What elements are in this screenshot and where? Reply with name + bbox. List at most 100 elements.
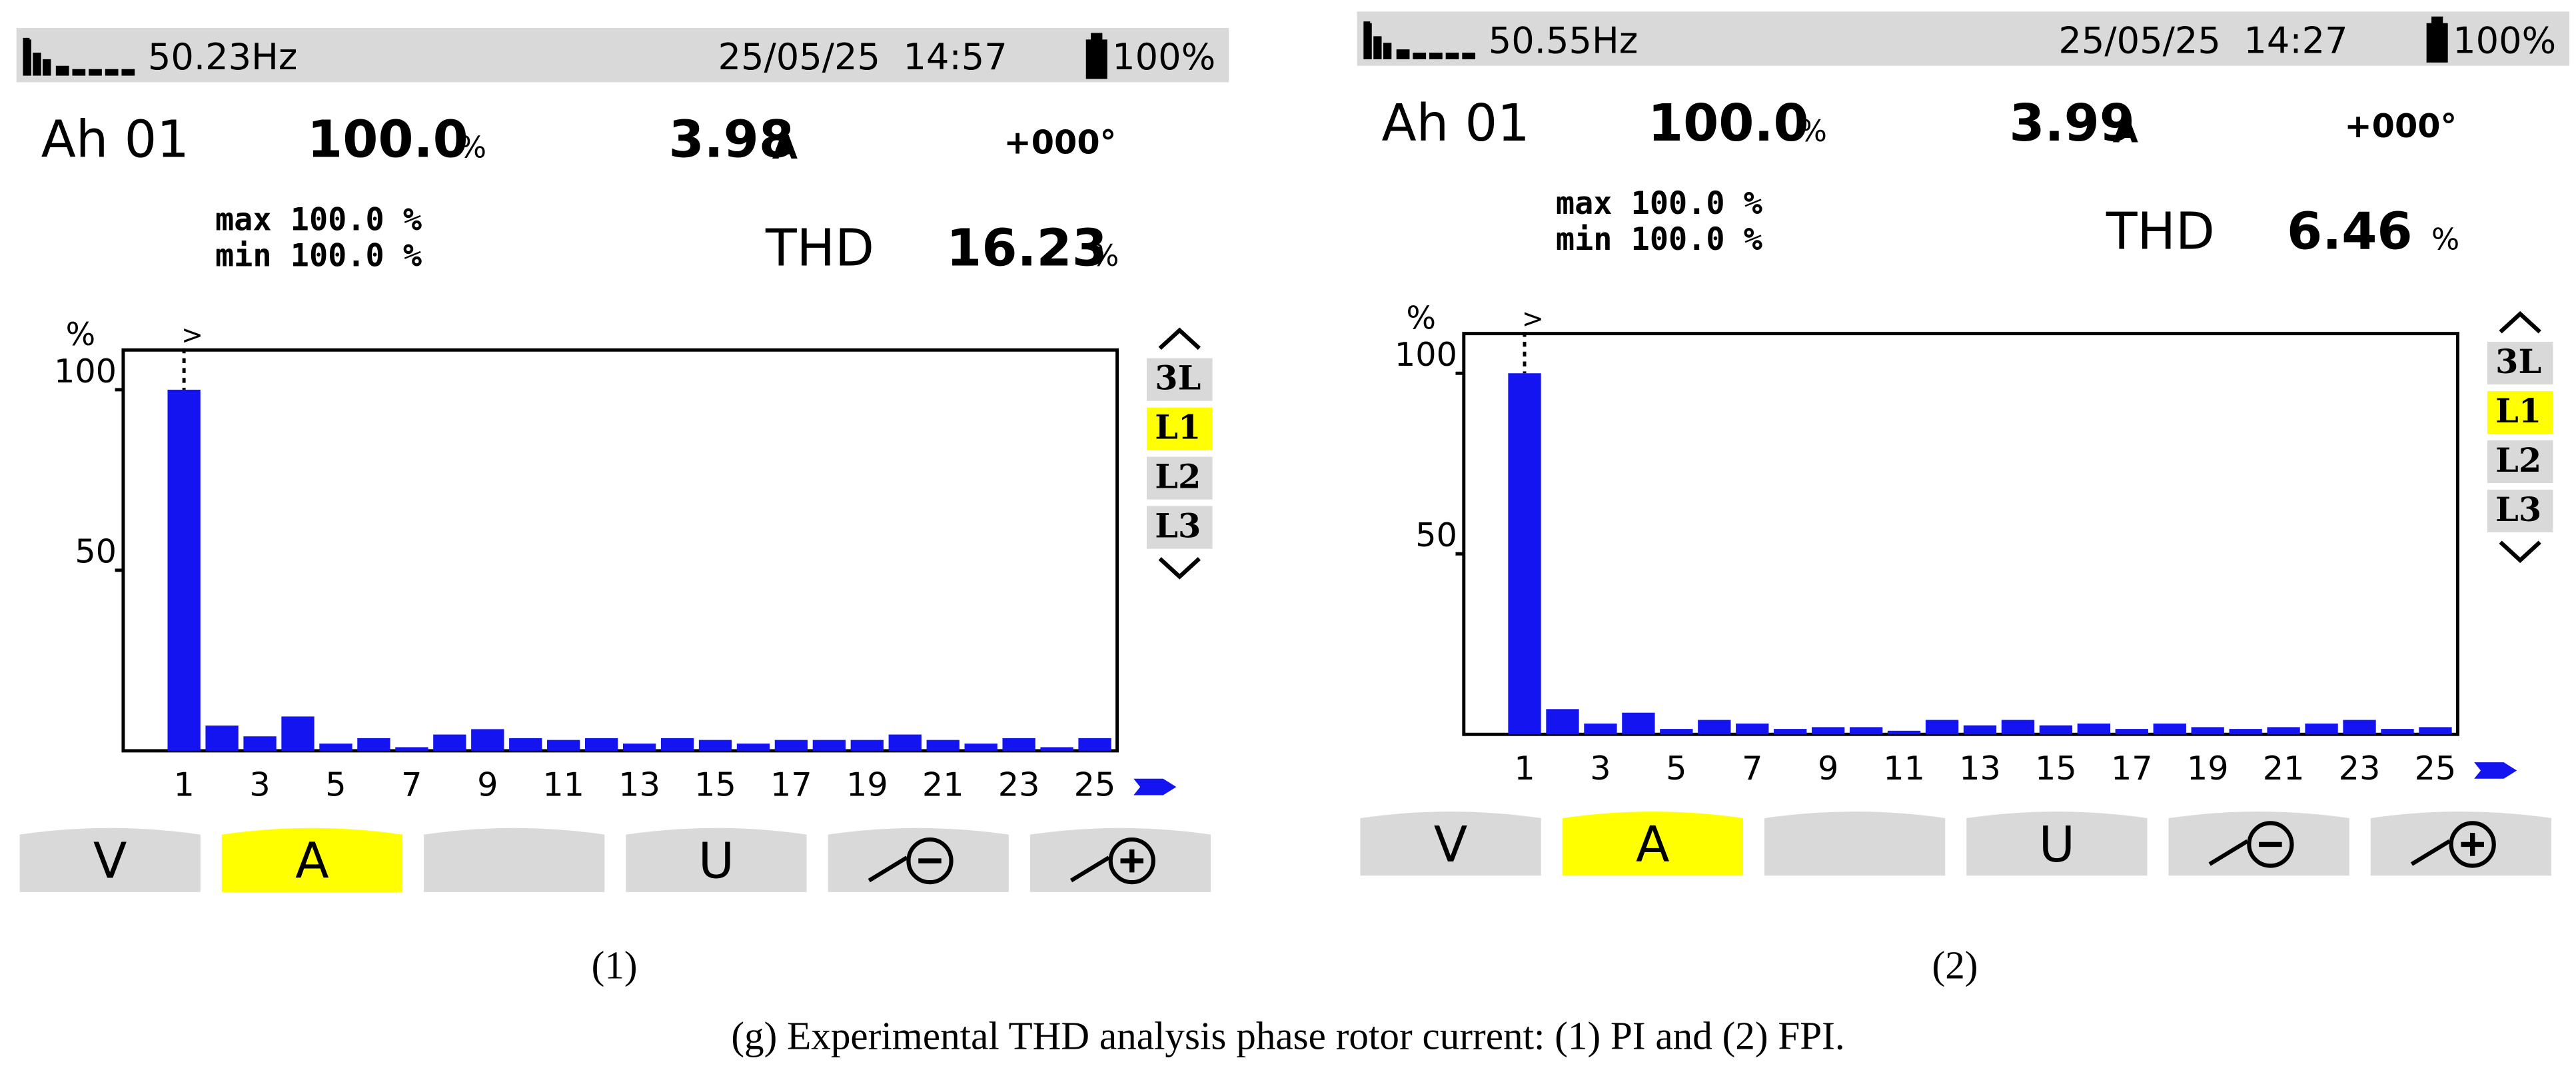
signal-icon bbox=[1445, 53, 1459, 59]
x-tick-label: 11 bbox=[542, 766, 584, 804]
bar bbox=[1622, 712, 1655, 735]
x-tick-label: 23 bbox=[998, 766, 1040, 804]
frequency: 50.55Hz bbox=[1489, 19, 1638, 61]
signal-icon bbox=[23, 37, 30, 76]
datetime: 25/05/25 14:57 bbox=[718, 36, 1007, 78]
battery-icon bbox=[2426, 23, 2448, 63]
phase-button[interactable] bbox=[2487, 390, 2553, 434]
battery-icon bbox=[1085, 39, 1107, 79]
signal-icon bbox=[121, 69, 135, 76]
mode-button[interactable] bbox=[1562, 812, 1743, 876]
phase-button-label: L3 bbox=[2495, 490, 2541, 529]
bar bbox=[1925, 720, 1959, 735]
bar bbox=[1002, 738, 1035, 751]
frequency: 50.23Hz bbox=[148, 36, 298, 78]
phase-button-label: 3L bbox=[1155, 359, 1201, 398]
y-tick-label: 100 bbox=[1395, 335, 1457, 374]
mode-button-label: A bbox=[1636, 816, 1670, 873]
bar bbox=[1040, 747, 1073, 751]
mode-button[interactable] bbox=[1966, 812, 2148, 876]
bar bbox=[1736, 723, 1769, 735]
battery-icon bbox=[2431, 16, 2443, 25]
max: max 100.0 % bbox=[215, 202, 422, 238]
mode-button-label: V bbox=[1434, 816, 1468, 873]
phase-button[interactable] bbox=[2487, 489, 2553, 532]
bar bbox=[660, 738, 694, 751]
mode-button-label: A bbox=[295, 833, 329, 890]
phase-button[interactable] bbox=[1146, 506, 1213, 549]
phase-button[interactable] bbox=[1146, 407, 1213, 450]
mode-button[interactable] bbox=[1764, 812, 1946, 876]
zoom-icon bbox=[2208, 839, 2249, 866]
phase-button[interactable] bbox=[2487, 440, 2553, 484]
scroll-arrow bbox=[2474, 762, 2517, 779]
y-tick-label: 100 bbox=[54, 352, 117, 390]
percent-unit: % bbox=[1799, 115, 1827, 149]
bar bbox=[1774, 729, 1807, 735]
panel: 50.23Hz 25/05/25 14:57 100% Ah 01 100.0% 3.98… bbox=[16, 28, 1229, 987]
zoom-icon bbox=[868, 855, 908, 883]
mode-button[interactable] bbox=[19, 827, 201, 892]
mode-button-label: U bbox=[2039, 816, 2075, 873]
percent: 100.0 bbox=[1648, 94, 1809, 153]
bar bbox=[1078, 738, 1111, 751]
signal-icon bbox=[1429, 53, 1443, 59]
signal-icon bbox=[1396, 49, 1410, 59]
bar bbox=[319, 744, 352, 751]
thd-unit: % bbox=[2431, 223, 2459, 257]
bar bbox=[1660, 729, 1693, 735]
phase-button[interactable] bbox=[1146, 456, 1213, 500]
bar bbox=[2305, 723, 2338, 735]
caption: (g) Experimental THD analysis phase roto… bbox=[731, 1013, 1844, 1057]
bar bbox=[926, 740, 960, 751]
phase-button[interactable] bbox=[1146, 358, 1213, 401]
signal-icon bbox=[72, 69, 86, 76]
bar bbox=[357, 738, 390, 751]
bar bbox=[243, 736, 277, 751]
bar bbox=[812, 740, 846, 751]
battery: 100% bbox=[2453, 19, 2556, 61]
mode-button-label: U bbox=[698, 833, 734, 890]
bar bbox=[698, 740, 732, 751]
y-tick-label: 50 bbox=[75, 532, 117, 571]
mode-button[interactable] bbox=[2168, 812, 2349, 876]
mode-button[interactable] bbox=[626, 827, 807, 892]
phase-button[interactable] bbox=[2487, 341, 2553, 385]
bar bbox=[2343, 720, 2376, 735]
x-tick-label: 15 bbox=[694, 766, 736, 804]
zoom-icon bbox=[1120, 849, 1144, 873]
current: 3.99 bbox=[2009, 94, 2135, 153]
mode-button[interactable] bbox=[1360, 812, 1541, 876]
x-tick-label: 21 bbox=[2263, 749, 2305, 788]
scroll-down bbox=[1158, 557, 1201, 580]
x-tick-label: 9 bbox=[477, 766, 498, 804]
bar bbox=[1546, 709, 1579, 735]
battery: 100% bbox=[1112, 36, 1215, 78]
bar bbox=[395, 747, 428, 751]
phase: +000° bbox=[1003, 123, 1116, 162]
percent-unit: % bbox=[458, 131, 486, 165]
zoom-icon bbox=[2461, 833, 2484, 856]
x-tick-label: 11 bbox=[1883, 749, 1925, 788]
signal-icon bbox=[1373, 36, 1382, 59]
scroll-up bbox=[1158, 327, 1201, 350]
current-unit: A bbox=[772, 128, 798, 167]
thd: 6.46 bbox=[2287, 203, 2413, 262]
bar bbox=[1584, 723, 1617, 735]
panel: 50.55Hz 25/05/25 14:27 100% Ah 01 100.0% 3.99… bbox=[1357, 11, 2570, 987]
current-unit: A bbox=[2113, 111, 2138, 150]
bar bbox=[2153, 723, 2186, 735]
phase-button-label: L2 bbox=[2495, 441, 2541, 480]
zoom-icon bbox=[906, 837, 954, 885]
mode-button[interactable] bbox=[424, 827, 605, 892]
mode-button[interactable] bbox=[221, 827, 403, 892]
x-tick-label: 25 bbox=[2415, 749, 2457, 788]
mode: Ah 01 bbox=[1382, 94, 1530, 153]
bar bbox=[1508, 373, 1541, 735]
bar bbox=[774, 740, 808, 751]
bar bbox=[850, 740, 884, 751]
x-tick-label: 17 bbox=[2111, 749, 2153, 788]
bar bbox=[1698, 720, 1731, 735]
x-tick-label: 5 bbox=[325, 766, 346, 804]
